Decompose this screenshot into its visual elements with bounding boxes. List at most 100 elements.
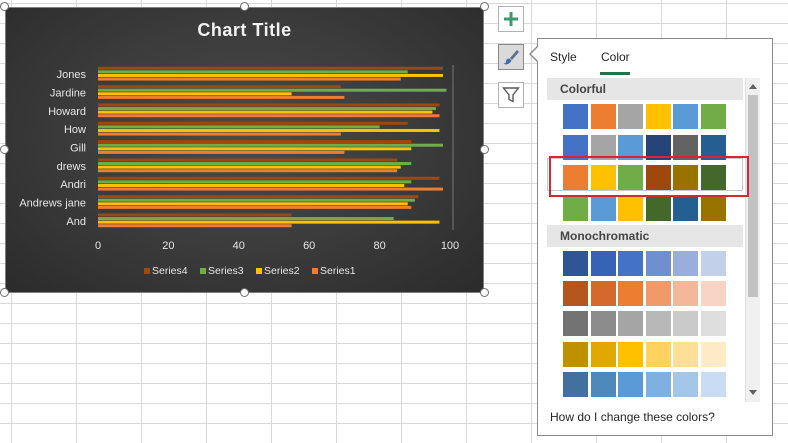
colorful-palette-swatch[interactable] — [645, 165, 671, 190]
bar-series1-4 — [98, 150, 345, 154]
monochromatic-palette-swatch[interactable] — [673, 311, 698, 337]
resize-handle-middle-right[interactable] — [480, 145, 489, 154]
bar-series4-1 — [98, 195, 419, 199]
colorful-palette-swatch[interactable] — [700, 165, 726, 190]
tab-style[interactable]: Style — [550, 50, 577, 64]
x-tick-label: 80 — [373, 240, 385, 252]
paintbrush-icon — [503, 50, 519, 65]
bar-series2-2 — [98, 183, 405, 187]
chart-area[interactable]: Chart Title And Andrews jane Andri drews Gil… — [5, 7, 484, 293]
colorful-palette-swatch[interactable] — [673, 104, 698, 129]
monochromatic-palette-swatch[interactable] — [645, 341, 671, 367]
chart-elements-button[interactable] — [498, 6, 524, 32]
colorful-palette-swatch[interactable] — [563, 165, 588, 190]
colorful-palette-swatch[interactable] — [590, 134, 616, 160]
tab-color[interactable]: Color — [601, 50, 630, 64]
colorful-palette-swatch[interactable] — [700, 104, 726, 129]
monochromatic-palette-swatch[interactable] — [700, 281, 726, 307]
x-tick-label: 100 — [441, 240, 459, 252]
resize-handle-top-center[interactable] — [240, 2, 249, 11]
colorful-palette-swatch[interactable] — [673, 134, 698, 160]
resize-handle-bottom-left[interactable] — [0, 288, 9, 297]
colorful-palette-swatch[interactable] — [700, 134, 726, 160]
colorful-palette-swatch[interactable] — [645, 195, 671, 221]
y-tick-label: And — [66, 216, 86, 228]
scroll-up-button[interactable] — [746, 79, 760, 93]
colorful-palette-swatch[interactable] — [645, 104, 671, 129]
monochromatic-palette-swatch[interactable] — [673, 281, 698, 307]
colorful-palette-swatch[interactable] — [673, 195, 698, 221]
colorful-palette-swatch[interactable] — [563, 195, 588, 221]
bar-series3-8 — [98, 70, 408, 74]
legend-swatch — [200, 268, 206, 274]
colorful-palette-swatch[interactable] — [563, 104, 588, 129]
colorful-palette-swatch[interactable] — [700, 195, 726, 221]
colorful-palette-swatch[interactable] — [563, 134, 588, 160]
bar-series2-3 — [98, 165, 401, 169]
resize-handle-middle-left[interactable] — [0, 145, 9, 154]
bar-series3-6 — [98, 107, 436, 111]
bar-series1-7 — [98, 95, 345, 99]
x-tick-label: 60 — [303, 240, 315, 252]
monochromatic-palette-swatch[interactable] — [618, 341, 643, 367]
scroll-thumb[interactable] — [748, 95, 758, 297]
monochromatic-palette-swatch[interactable] — [645, 281, 671, 307]
monochromatic-palette-swatch[interactable] — [590, 341, 616, 367]
monochromatic-palette-swatch[interactable] — [563, 341, 588, 367]
bar-series3-1 — [98, 198, 415, 202]
monochromatic-palette-swatch[interactable] — [618, 251, 643, 276]
plus-icon — [504, 12, 518, 26]
annotation-red-box — [549, 156, 749, 197]
monochromatic-palette-swatch[interactable] — [618, 311, 643, 337]
bar-series4-0 — [98, 213, 292, 217]
chart-styles-button[interactable] — [498, 44, 524, 70]
colorful-palette-swatch[interactable] — [618, 134, 643, 160]
monochromatic-palette-swatch[interactable] — [563, 371, 588, 397]
monochromatic-palette-swatch[interactable] — [618, 281, 643, 307]
legend-label: Series2 — [264, 265, 300, 277]
resize-handle-bottom-center[interactable] — [240, 288, 249, 297]
resize-handle-top-right[interactable] — [480, 2, 489, 11]
monochromatic-palette-swatch[interactable] — [673, 341, 698, 367]
monochromatic-palette-swatch[interactable] — [563, 311, 588, 337]
triangle-up-icon — [749, 84, 757, 89]
monochromatic-palette-swatch[interactable] — [645, 251, 671, 276]
bar-series1-8 — [98, 77, 401, 81]
monochromatic-palette-swatch[interactable] — [673, 251, 698, 276]
monochromatic-palette-swatch[interactable] — [645, 311, 671, 337]
monochromatic-palette-swatch[interactable] — [618, 371, 643, 397]
colorful-palette-swatch[interactable] — [645, 134, 671, 160]
monochromatic-palette-swatch[interactable] — [563, 251, 588, 276]
legend-label: Series4 — [152, 265, 188, 277]
bar-series1-0 — [98, 224, 292, 228]
monochromatic-palette-swatch[interactable] — [645, 371, 671, 397]
y-tick-label: Andrews jane — [19, 198, 86, 210]
monochromatic-palette-swatch[interactable] — [590, 311, 616, 337]
monochromatic-palette-swatch[interactable] — [563, 281, 588, 307]
x-tick-label: 20 — [162, 240, 174, 252]
chart-filters-button[interactable] — [498, 82, 524, 108]
colorful-palette-swatch[interactable] — [618, 104, 643, 129]
colorful-palette-swatch[interactable] — [618, 195, 643, 221]
colorful-palette-swatch[interactable] — [618, 165, 643, 190]
scroll-down-button[interactable] — [746, 386, 760, 400]
monochromatic-palette-swatch[interactable] — [700, 251, 726, 276]
monochromatic-palette-swatch[interactable] — [700, 311, 726, 337]
colorful-palette-swatch[interactable] — [590, 195, 616, 221]
monochromatic-palette-swatch[interactable] — [590, 251, 616, 276]
chart-title[interactable]: Chart Title — [197, 20, 292, 40]
colorful-palette-swatch[interactable] — [673, 165, 698, 190]
vertical-scrollbar[interactable] — [745, 78, 760, 402]
resize-handle-top-left[interactable] — [0, 2, 9, 11]
resize-handle-bottom-right[interactable] — [480, 288, 489, 297]
monochromatic-palette-swatch[interactable] — [673, 371, 698, 397]
color-palette-list[interactable]: Colorful Monochromatic — [547, 78, 757, 401]
help-link[interactable]: How do I change these colors? — [550, 410, 715, 424]
monochromatic-palette-swatch[interactable] — [700, 371, 726, 397]
colorful-palette-swatch[interactable] — [590, 104, 616, 129]
monochromatic-palette-swatch[interactable] — [700, 341, 726, 367]
colorful-palette-swatch[interactable] — [590, 165, 616, 190]
monochromatic-palette-swatch[interactable] — [590, 281, 616, 307]
y-tick-label: How — [64, 124, 86, 136]
monochromatic-palette-swatch[interactable] — [590, 371, 616, 397]
